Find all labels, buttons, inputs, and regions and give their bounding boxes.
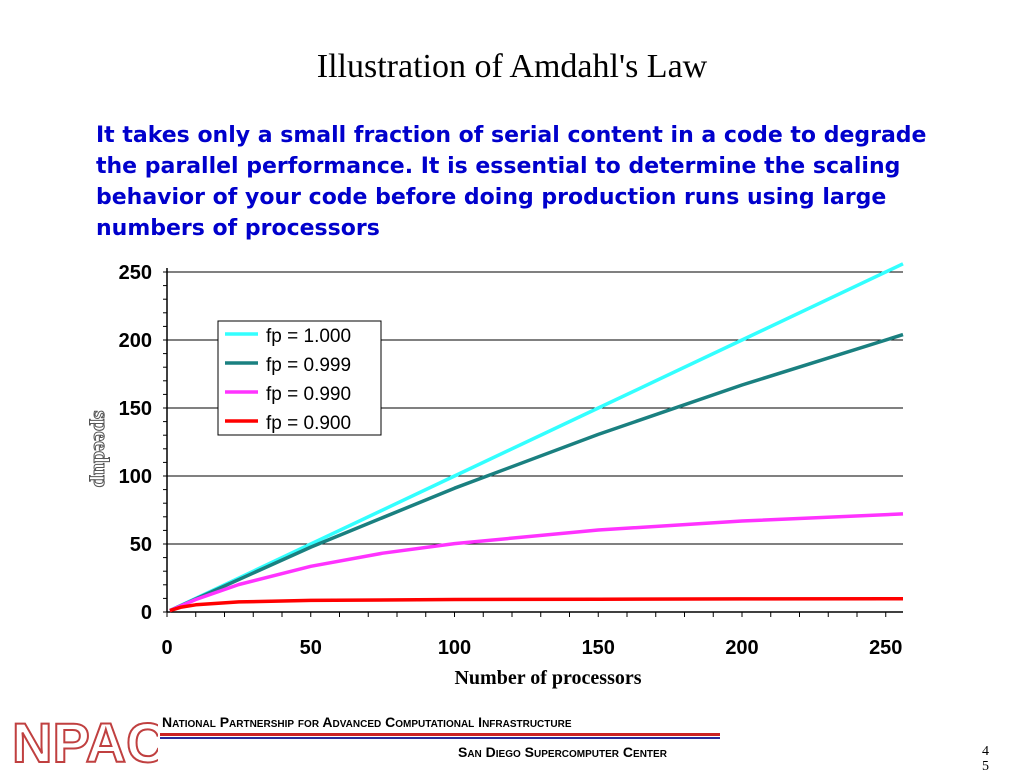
chart-ticks: 0 50 100 150 200 250 0 50 100 150 200 250 [119,262,903,659]
legend-label: fp = 0.999 [266,355,351,376]
footer-organization: National Partnership for Advanced Comput… [162,714,572,730]
x-tick-label: 150 [582,637,615,659]
footer-rule-red [160,733,720,736]
x-tick-label: 100 [438,637,471,659]
y-axis-label: speedup [89,410,114,487]
footer-center-name: San Diego Supercomputer Center [458,744,667,760]
legend-label: fp = 1.000 [266,326,351,347]
series-line-4 [169,597,904,613]
x-tick-label: 0 [161,637,172,659]
slide-title: Illustration of Amdahl's Law [316,48,708,85]
chart-series [169,262,904,613]
x-tick-label: 200 [725,637,758,659]
footer-rule-blue [160,737,720,739]
npaci-logo: NPACI [11,710,158,768]
series-line-3 [169,512,904,613]
y-tick-label: 250 [119,262,152,284]
page-number-main: 4 [982,744,989,759]
legend-label: fp = 0.900 [266,413,351,434]
y-tick-label: 0 [141,602,152,624]
y-tick-label: 150 [119,398,152,420]
legend-label: fp = 0.990 [266,384,351,405]
y-tick-label: 100 [119,466,152,488]
chart-legend: fp = 1.000 fp = 0.999 fp = 0.990 fp = 0.900 [217,320,382,436]
series-line-2 [169,332,904,613]
y-tick-label: 50 [130,534,152,556]
legend-box [217,320,382,436]
x-tick-label: 250 [869,637,902,659]
page-number-cont: 5 [982,759,989,774]
chart-axes [166,268,903,613]
page-number: 4 5 [982,744,989,774]
x-axis-label: Number of processors [454,667,641,689]
series-line-1 [169,262,904,613]
slide-subtitle: It takes only a small fraction of serial… [96,123,927,241]
y-tick-label: 200 [119,330,152,352]
x-tick-label: 50 [300,637,322,659]
svg-text:NPACI: NPACI [12,711,158,768]
